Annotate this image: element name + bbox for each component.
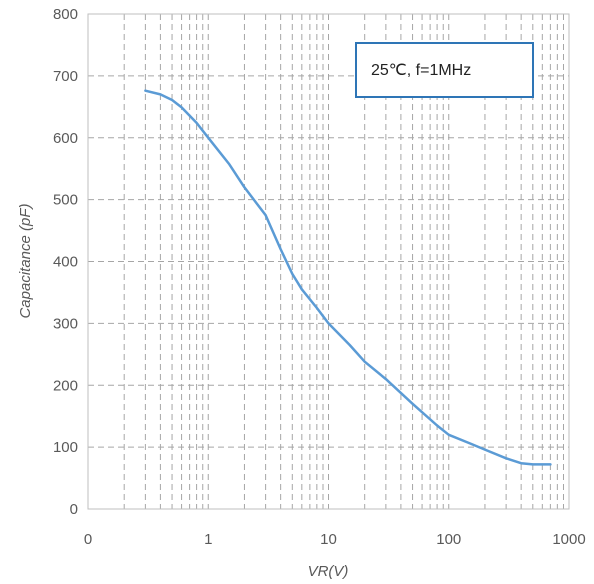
x-tick-label: 0 — [84, 531, 92, 548]
y-tick-label: 0 — [70, 501, 78, 518]
annotation-box: 25℃, f=1MHz — [355, 42, 534, 98]
y-axis-label: Capacitance (pF) — [17, 203, 34, 318]
x-tick-label: 100 — [436, 531, 461, 548]
y-tick-label: 500 — [53, 192, 78, 209]
series-line — [144, 89, 552, 466]
annotation-text: 25℃, f=1MHz — [371, 62, 471, 79]
y-tick-label: 700 — [53, 68, 78, 85]
x-tick-label: 1 — [204, 531, 212, 548]
y-tick-label: 300 — [53, 315, 78, 332]
y-tick-label: 400 — [53, 254, 78, 271]
y-tick-label: 100 — [53, 439, 78, 456]
y-tick-label: 200 — [53, 377, 78, 394]
y-tick-labels: 0 100 200 300 400 500 600 700 800 — [53, 6, 78, 518]
plot-border — [87, 13, 570, 510]
y-tick-label: 600 — [53, 130, 78, 147]
x-axis-label: VR(V) — [308, 563, 349, 580]
x-tick-label: 10 — [320, 531, 337, 548]
series-group — [144, 89, 552, 466]
x-tick-labels: 0 1 10 100 1000 — [84, 531, 586, 548]
x-tick-label: 1000 — [552, 531, 585, 548]
y-tick-label: 800 — [53, 6, 78, 23]
